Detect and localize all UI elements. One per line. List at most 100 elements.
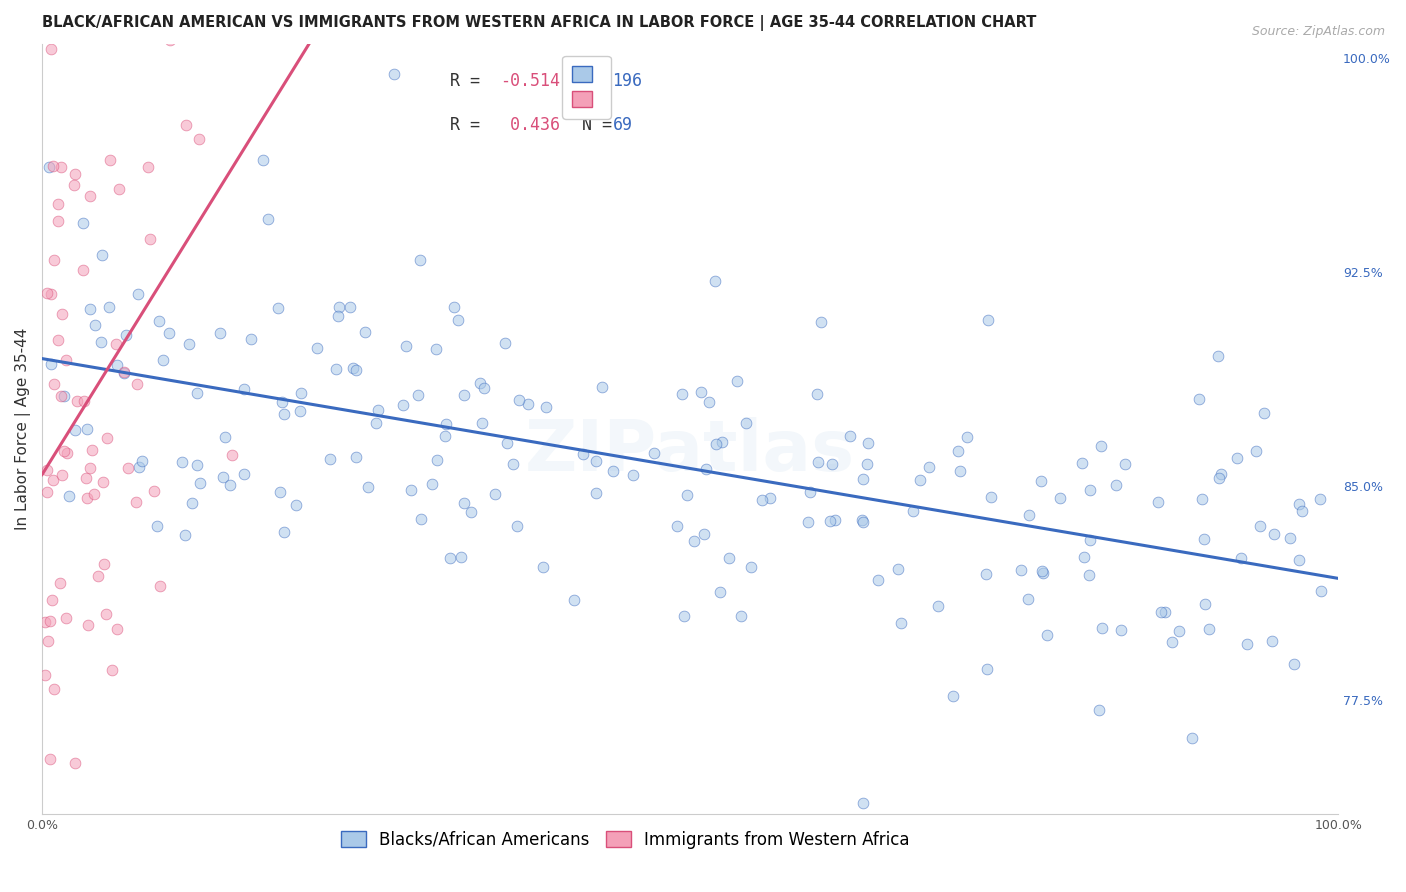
Point	[344, 450, 367, 464]
Point	[55, 353, 77, 368]
Point	[96, 607, 118, 622]
Point	[46, 333, 69, 347]
Point	[484, 487, 506, 501]
Point	[174, 118, 197, 132]
Point	[136, 160, 159, 174]
Point	[104, 336, 127, 351]
Point	[1191, 491, 1213, 506]
Point	[115, 328, 138, 343]
Point	[643, 446, 665, 460]
Point	[269, 485, 291, 500]
Point	[799, 485, 821, 500]
Point	[181, 496, 204, 510]
Text: 69: 69	[613, 116, 633, 134]
Point	[179, 337, 201, 351]
Point	[949, 465, 972, 479]
Point	[90, 334, 112, 349]
Point	[51, 307, 73, 321]
Point	[170, 455, 193, 469]
Point	[695, 462, 717, 476]
Point	[344, 363, 367, 377]
Point	[531, 560, 554, 574]
Point	[86, 0, 108, 8]
Point	[948, 444, 970, 458]
Point	[534, 400, 557, 414]
Point	[797, 515, 820, 529]
Text: -0.514: -0.514	[499, 72, 560, 90]
Point	[502, 457, 524, 471]
Legend: Blacks/African Americans, Immigrants from Western Africa: Blacks/African Americans, Immigrants fro…	[335, 824, 917, 855]
Point	[1090, 439, 1112, 453]
Point	[257, 212, 280, 227]
Point	[112, 365, 135, 379]
Point	[270, 394, 292, 409]
Point	[401, 483, 423, 497]
Text: Source: ZipAtlas.com: Source: ZipAtlas.com	[1251, 25, 1385, 38]
Point	[886, 562, 908, 576]
Point	[1160, 635, 1182, 649]
Point	[1278, 531, 1301, 545]
Point	[1192, 532, 1215, 546]
Point	[49, 389, 72, 403]
Point	[585, 454, 607, 468]
Point	[212, 470, 235, 484]
Point	[34, 615, 56, 630]
Point	[1194, 597, 1216, 611]
Y-axis label: In Labor Force | Age 35-44: In Labor Force | Age 35-44	[15, 327, 31, 530]
Point	[209, 326, 232, 341]
Point	[188, 475, 211, 490]
Point	[434, 417, 457, 431]
Point	[87, 569, 110, 583]
Point	[110, 0, 132, 8]
Point	[354, 325, 377, 339]
Point	[96, 431, 118, 445]
Point	[751, 493, 773, 508]
Point	[63, 167, 86, 181]
Point	[852, 796, 875, 810]
Point	[1261, 634, 1284, 648]
Point	[1291, 504, 1313, 518]
Point	[52, 389, 75, 403]
Point	[453, 496, 475, 510]
Point	[1282, 657, 1305, 672]
Point	[56, 446, 79, 460]
Point	[420, 477, 443, 491]
Point	[734, 417, 756, 431]
Point	[851, 513, 873, 527]
Point	[105, 358, 128, 372]
Point	[1209, 467, 1232, 482]
Point	[1114, 457, 1136, 471]
Point	[51, 467, 73, 482]
Point	[152, 353, 174, 368]
Point	[690, 385, 713, 400]
Point	[671, 387, 693, 401]
Text: R =: R =	[450, 116, 491, 134]
Point	[439, 550, 461, 565]
Point	[98, 153, 121, 167]
Point	[186, 458, 208, 472]
Point	[740, 560, 762, 574]
Text: N =: N =	[562, 72, 621, 90]
Point	[46, 197, 69, 211]
Point	[1088, 703, 1111, 717]
Point	[127, 376, 149, 391]
Point	[821, 457, 844, 471]
Point	[1249, 519, 1271, 533]
Point	[101, 663, 124, 677]
Point	[506, 519, 529, 533]
Point	[131, 454, 153, 468]
Point	[1188, 392, 1211, 406]
Point	[682, 533, 704, 548]
Point	[408, 252, 430, 267]
Point	[117, 460, 139, 475]
Point	[839, 429, 862, 443]
Point	[307, 341, 329, 355]
Point	[35, 463, 58, 477]
Point	[852, 515, 875, 529]
Point	[1309, 491, 1331, 506]
Point	[460, 505, 482, 519]
Point	[79, 461, 101, 475]
Point	[818, 514, 841, 528]
Point	[868, 573, 890, 587]
Point	[39, 42, 62, 56]
